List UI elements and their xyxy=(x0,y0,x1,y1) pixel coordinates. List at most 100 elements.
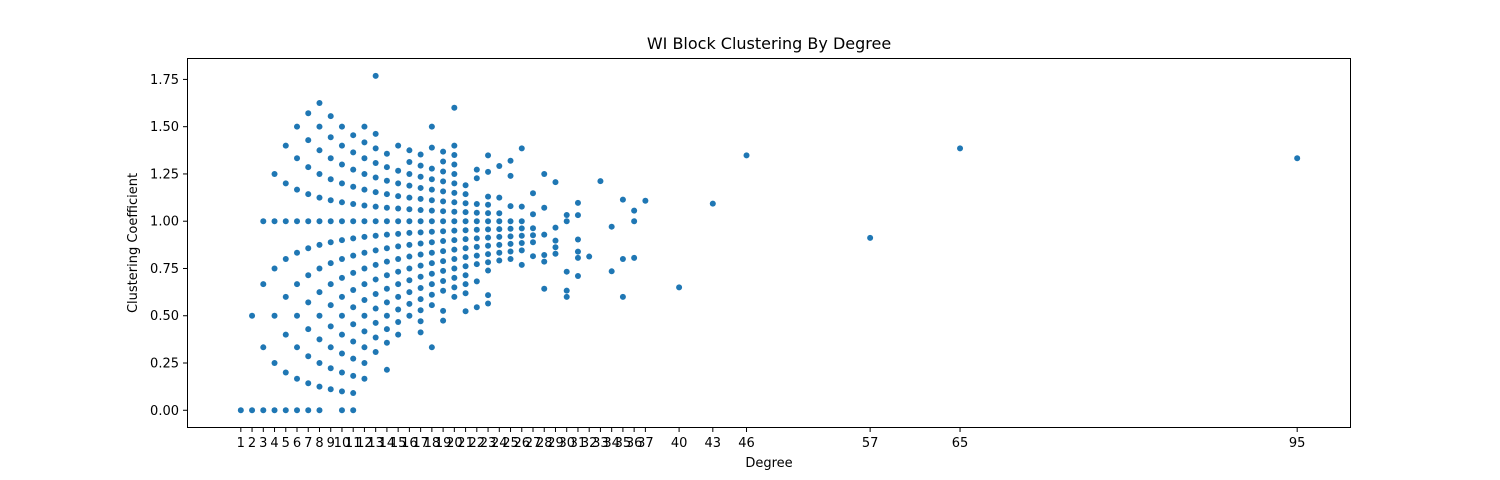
data-point xyxy=(473,175,480,182)
data-point xyxy=(451,152,458,159)
data-point xyxy=(428,218,435,225)
data-point xyxy=(417,218,424,225)
data-point xyxy=(316,123,323,130)
data-point xyxy=(350,252,357,259)
data-point xyxy=(462,254,469,261)
data-point xyxy=(395,268,402,275)
x-tick-label: 33 xyxy=(592,436,609,451)
data-point xyxy=(462,182,469,189)
data-point xyxy=(451,142,458,149)
data-point xyxy=(530,225,536,232)
data-point xyxy=(372,291,379,297)
data-point xyxy=(406,300,413,307)
data-point xyxy=(574,199,581,206)
data-point xyxy=(485,168,492,175)
data-point xyxy=(305,299,312,306)
x-tick-label: 7 xyxy=(304,436,312,451)
data-point xyxy=(518,145,525,152)
data-point xyxy=(316,218,323,225)
data-point xyxy=(350,407,357,414)
data-point xyxy=(451,104,458,111)
data-point xyxy=(563,211,570,218)
x-tick-label: 24 xyxy=(491,436,508,451)
data-point xyxy=(372,276,379,283)
data-point xyxy=(395,293,402,300)
data-point xyxy=(395,218,402,225)
data-point xyxy=(518,218,525,225)
data-point xyxy=(1294,155,1301,162)
data-point xyxy=(406,289,413,296)
data-point xyxy=(462,236,469,243)
data-point xyxy=(417,195,424,202)
x-tick-label: 27 xyxy=(525,436,542,451)
data-point xyxy=(383,312,390,319)
data-point xyxy=(395,243,402,250)
data-point xyxy=(294,375,301,382)
data-point xyxy=(350,235,357,242)
data-point xyxy=(473,201,480,208)
x-tick-label: 18 xyxy=(424,436,441,451)
data-point xyxy=(496,194,503,201)
data-point xyxy=(440,307,447,314)
data-point xyxy=(507,157,514,164)
chart-title: WI Block Clustering By Degree xyxy=(647,34,891,53)
data-point xyxy=(428,291,435,298)
data-point xyxy=(282,293,289,300)
data-point xyxy=(451,218,458,225)
data-point xyxy=(338,142,345,149)
data-point xyxy=(440,188,447,195)
data-point xyxy=(305,218,312,225)
x-tick-label: 10 xyxy=(334,436,351,451)
data-point xyxy=(485,201,492,208)
data-point xyxy=(372,349,379,356)
data-point xyxy=(428,228,435,235)
x-tick-label: 12 xyxy=(356,436,373,451)
x-axis-ticks: 1 2 3 4 5 6 7 8 91011121314151617181920212223242… xyxy=(237,427,1305,451)
data-point xyxy=(327,323,334,330)
data-point xyxy=(417,151,424,158)
data-point xyxy=(485,218,492,225)
x-tick-label: 23 xyxy=(480,436,497,451)
data-point xyxy=(440,287,447,294)
data-point xyxy=(552,244,559,251)
data-point xyxy=(563,287,570,294)
data-point xyxy=(406,194,413,201)
x-tick-label: 31 xyxy=(570,436,587,451)
data-point xyxy=(574,212,581,219)
x-axis-label: Degree xyxy=(745,456,792,471)
x-tick-label: 36 xyxy=(626,436,643,451)
data-point xyxy=(327,260,334,267)
data-point xyxy=(485,251,492,258)
data-point xyxy=(440,158,447,165)
data-point xyxy=(294,218,301,225)
data-point xyxy=(383,339,390,346)
data-point xyxy=(294,249,301,256)
data-point xyxy=(372,334,379,341)
data-point xyxy=(451,293,458,300)
data-point xyxy=(406,312,413,319)
data-point xyxy=(406,265,413,272)
data-point xyxy=(249,407,256,414)
data-point xyxy=(282,180,289,187)
x-tick-label: 37 xyxy=(637,436,654,451)
data-point xyxy=(316,265,323,272)
data-point xyxy=(383,231,390,238)
data-point xyxy=(428,260,435,267)
data-point xyxy=(282,369,289,376)
data-point xyxy=(485,234,492,241)
data-point xyxy=(327,386,334,393)
data-point xyxy=(462,218,469,225)
data-point xyxy=(271,407,278,414)
data-point xyxy=(518,239,525,246)
data-point xyxy=(395,167,402,174)
data-point xyxy=(541,170,548,177)
data-point xyxy=(473,261,480,268)
data-point xyxy=(417,307,424,314)
x-tick-label: 17 xyxy=(412,436,429,451)
data-point xyxy=(709,200,716,207)
data-point xyxy=(406,218,413,225)
data-point xyxy=(395,331,402,338)
data-point xyxy=(417,207,424,214)
data-point xyxy=(518,225,525,232)
data-point xyxy=(372,261,379,268)
